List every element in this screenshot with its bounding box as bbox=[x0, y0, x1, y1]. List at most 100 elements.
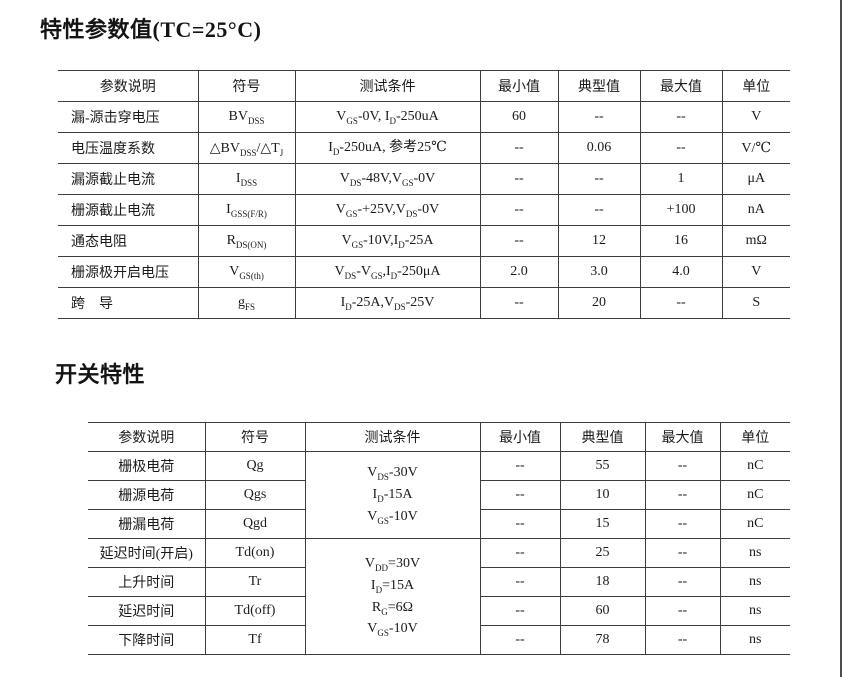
typical-value-cell: 55 bbox=[559, 451, 646, 481]
column-header: 单位 bbox=[721, 70, 790, 102]
parameter-cell: 栅源极开启电压 bbox=[58, 256, 199, 288]
condition-cell: VDS-30V ID-15A VGS-10V bbox=[304, 451, 481, 539]
unit-cell: V/℃ bbox=[721, 132, 790, 164]
table-row: 栅源截止电流 IGSS(F/R) VGS-+25V,VDS-0V -- -- +100 nA bbox=[58, 194, 790, 226]
max-value-cell: -- bbox=[644, 509, 721, 539]
unit-cell: nC bbox=[719, 451, 790, 481]
min-value-cell: -- bbox=[479, 132, 559, 164]
unit-cell: nC bbox=[719, 480, 790, 510]
parameter-cell: 栅极电荷 bbox=[88, 451, 206, 481]
table-row: 栅源极开启电压 VGS(th) VDS-VGS,ID-250μA 2.0 3.0 4.0 V bbox=[58, 256, 790, 288]
max-value-cell: -- bbox=[644, 625, 721, 655]
table-row: 下降时间 Tf -- 78 -- ns bbox=[88, 625, 790, 655]
column-header: 典型值 bbox=[559, 422, 646, 452]
unit-cell: nA bbox=[721, 194, 790, 226]
symbol-cell: IDSS bbox=[197, 163, 296, 195]
typical-value-cell: 78 bbox=[559, 625, 646, 655]
symbol-cell: gFS bbox=[197, 287, 296, 319]
table-row: 延迟时间(开启) Td(on) VDD=30V ID=15A RG=6Ω VGS-10V -… bbox=[88, 538, 790, 655]
symbol-cell: BVDSS bbox=[197, 101, 296, 133]
min-value-cell: -- bbox=[479, 163, 559, 195]
typical-value-cell: 10 bbox=[559, 480, 646, 510]
symbol-cell: VGS(th) bbox=[197, 256, 296, 288]
symbol-cell: RDS(ON) bbox=[197, 225, 296, 257]
unit-cell: ns bbox=[719, 625, 790, 655]
parameter-cell: 电压温度系数 bbox=[58, 132, 199, 164]
unit-cell: S bbox=[721, 287, 790, 319]
parameter-cell: 延迟时间 bbox=[88, 596, 206, 626]
max-value-cell: 16 bbox=[639, 225, 723, 257]
column-header: 单位 bbox=[719, 422, 790, 452]
max-value-cell: -- bbox=[639, 101, 723, 133]
min-value-cell: -- bbox=[479, 596, 561, 626]
column-header: 最小值 bbox=[479, 70, 559, 102]
unit-cell: μA bbox=[721, 163, 790, 195]
table-row: 电压温度系数 △BVDSS/△TJ ID-250uA, 参考25℃ -- 0.06 -- V… bbox=[58, 132, 790, 164]
characteristics-table: 参数说明 符号 测试条件 最小值 典型值 最大值 单位 漏-源击穿电压 BVDSS VGS-0V,… bbox=[58, 70, 790, 319]
unit-cell: ns bbox=[719, 538, 790, 568]
column-header: 最大值 bbox=[644, 422, 721, 452]
unit-cell: nC bbox=[719, 509, 790, 539]
typical-value-cell: 20 bbox=[557, 287, 641, 319]
column-header: 测试条件 bbox=[304, 422, 481, 452]
max-value-cell: -- bbox=[644, 451, 721, 481]
table-row: 漏源截止电流 IDSS VDS-48V,VGS-0V -- -- 1 μA bbox=[58, 163, 790, 195]
min-value-cell: -- bbox=[479, 567, 561, 597]
parameter-cell: 跨 导 bbox=[58, 287, 199, 319]
max-value-cell: 1 bbox=[639, 163, 723, 195]
typical-value-cell: 0.06 bbox=[557, 132, 641, 164]
parameter-cell: 下降时间 bbox=[88, 625, 206, 655]
column-header: 参数说明 bbox=[88, 422, 206, 452]
max-value-cell: -- bbox=[644, 480, 721, 510]
column-header: 符号 bbox=[204, 422, 306, 452]
typical-value-cell: 18 bbox=[559, 567, 646, 597]
unit-cell: ns bbox=[719, 596, 790, 626]
min-value-cell: -- bbox=[479, 625, 561, 655]
parameter-cell: 通态电阻 bbox=[58, 225, 199, 257]
max-value-cell: -- bbox=[644, 538, 721, 568]
table-row: 通态电阻 RDS(ON) VGS-10V,ID-25A -- 12 16 mΩ bbox=[58, 225, 790, 257]
max-value-cell: -- bbox=[639, 287, 723, 319]
parameter-cell: 延迟时间(开启) bbox=[88, 538, 206, 568]
typical-value-cell: 25 bbox=[559, 538, 646, 568]
unit-cell: ns bbox=[719, 567, 790, 597]
symbol-cell: Qg bbox=[204, 451, 306, 481]
condition-cell: VGS-0V, ID-250uA bbox=[294, 101, 481, 133]
typical-value-cell: -- bbox=[557, 101, 641, 133]
column-header: 符号 bbox=[197, 70, 296, 102]
table-row: 延迟时间 Td(off) -- 60 -- ns bbox=[88, 596, 790, 626]
section-title-characteristics: 特性参数值(TC=25°C) bbox=[40, 17, 262, 42]
symbol-cell: IGSS(F/R) bbox=[197, 194, 296, 226]
parameter-cell: 漏源截止电流 bbox=[58, 163, 199, 195]
typical-value-cell: -- bbox=[557, 163, 641, 195]
condition-cell: VGS-10V,ID-25A bbox=[294, 225, 481, 257]
condition-cell: VDD=30V ID=15A RG=6Ω VGS-10V bbox=[304, 538, 481, 655]
max-value-cell: 4.0 bbox=[639, 256, 723, 288]
typical-value-cell: 12 bbox=[557, 225, 641, 257]
condition-cell: VGS-+25V,VDS-0V bbox=[294, 194, 481, 226]
symbol-cell: △BVDSS/△TJ bbox=[197, 132, 296, 164]
column-header: 典型值 bbox=[557, 70, 641, 102]
typical-value-cell: 3.0 bbox=[557, 256, 641, 288]
condition-cell: VDS-48V,VGS-0V bbox=[294, 163, 481, 195]
unit-cell: mΩ bbox=[721, 225, 790, 257]
header-row: 参数说明 符号 测试条件 最小值 典型值 最大值 单位 bbox=[88, 422, 790, 452]
symbol-cell: Tr bbox=[204, 567, 306, 597]
parameter-cell: 栅漏电荷 bbox=[88, 509, 206, 539]
table-row: 跨 导 gFS ID-25A,VDS-25V -- 20 -- S bbox=[58, 287, 790, 319]
column-header: 最小值 bbox=[479, 422, 561, 452]
table-row: 漏-源击穿电压 BVDSS VGS-0V, ID-250uA 60 -- -- V bbox=[58, 101, 790, 133]
max-value-cell: -- bbox=[644, 567, 721, 597]
switching-table: 参数说明 符号 测试条件 最小值 典型值 最大值 单位 栅极电荷 Qg VDS-30V ID-15A… bbox=[88, 422, 790, 655]
parameter-cell: 漏-源击穿电压 bbox=[58, 101, 199, 133]
table-row: 上升时间 Tr -- 18 -- ns bbox=[88, 567, 790, 597]
max-value-cell: -- bbox=[639, 132, 723, 164]
symbol-cell: Qgd bbox=[204, 509, 306, 539]
condition-cell: ID-250uA, 参考25℃ bbox=[294, 132, 481, 164]
condition-cell: ID-25A,VDS-25V bbox=[294, 287, 481, 319]
typical-value-cell: -- bbox=[557, 194, 641, 226]
min-value-cell: -- bbox=[479, 194, 559, 226]
typical-value-cell: 15 bbox=[559, 509, 646, 539]
min-value-cell: -- bbox=[479, 287, 559, 319]
